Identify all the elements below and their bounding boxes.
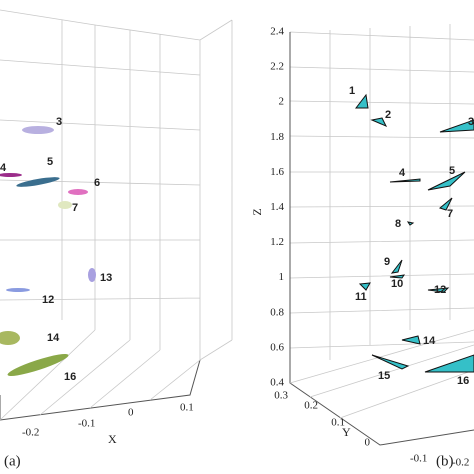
z-tick: 1.6 (270, 166, 284, 178)
z-tick: 2.2 (270, 61, 284, 73)
cluster (6, 288, 30, 292)
x-tick: -0.2 (452, 457, 469, 469)
cluster (22, 126, 54, 134)
point-label: 2 (385, 109, 391, 121)
point-label: 3 (468, 116, 474, 128)
y-tick: 0.1 (331, 417, 345, 429)
cluster (88, 268, 96, 282)
cluster (16, 177, 60, 187)
cluster (390, 259, 403, 274)
point-label: 16 (64, 371, 76, 383)
point-label: 7 (447, 208, 453, 220)
point-label: 4 (399, 167, 406, 179)
panel-b-labels: 1 2 3 4 5 7 8 9 10 11 12 14 15 16 (349, 85, 474, 387)
point-label: 14 (47, 332, 60, 344)
point-label: 10 (391, 278, 403, 290)
z-tick: 2 (279, 96, 285, 108)
panel-label: (a) (4, 453, 21, 469)
point-label: 8 (395, 218, 401, 230)
cluster (389, 274, 406, 279)
point-label: 11 (355, 291, 367, 303)
y-tick: 0 (365, 437, 371, 449)
z-tick: 2.4 (270, 26, 284, 38)
cluster (7, 354, 69, 376)
panel-b-marks (354, 93, 474, 373)
cluster (0, 331, 20, 345)
x-tick: 0 (128, 407, 134, 419)
point-label: 5 (47, 156, 53, 168)
z-tick: 1 (279, 271, 285, 283)
cluster (389, 178, 421, 183)
x-tick: -0.2 (22, 427, 39, 439)
point-label: 13 (100, 272, 112, 284)
point-label: 4 (0, 162, 7, 174)
z-tick: 1.2 (270, 236, 284, 248)
cluster (371, 354, 410, 370)
z-ticks: 2.4 2.2 2 1.8 1.6 1.4 1.2 1 0.8 0.6 0.4 (270, 26, 284, 389)
cluster (439, 119, 474, 133)
panel-label: (b) (436, 453, 454, 469)
point-label: 14 (423, 335, 436, 347)
point-label: 7 (72, 202, 78, 214)
cluster (401, 335, 421, 345)
x-tick: -0.1 (410, 453, 427, 465)
cluster (358, 282, 371, 291)
cluster (438, 197, 453, 211)
cluster (354, 93, 369, 109)
z-tick: 1.8 (270, 131, 284, 143)
point-label: 5 (449, 165, 455, 177)
point-label: 12 (42, 294, 54, 306)
cluster (406, 221, 415, 226)
point-label: 16 (457, 375, 469, 387)
panel-a-grid (0, 9, 233, 421)
x-tick: 0.1 (180, 402, 194, 414)
cluster (424, 354, 474, 373)
cluster (58, 201, 72, 209)
y-tick: 0.3 (274, 390, 288, 402)
point-label: 1 (349, 85, 355, 97)
x-tick: -0.1 (78, 418, 95, 430)
panel-b-axes: 0.3 0.2 0.1 0 -0.1 -0.2 Y Z (b) (250, 208, 470, 469)
y-axis-label: Y (342, 425, 351, 439)
panel-b-grid (289, 24, 474, 446)
z-tick: 0.4 (270, 377, 284, 389)
x-axis-label: X (108, 432, 117, 446)
z-axis-label: Z (250, 208, 264, 215)
z-tick: 1.4 (270, 201, 284, 213)
point-label: 3 (56, 116, 62, 128)
point-label: 12 (434, 284, 446, 296)
cluster (370, 117, 388, 127)
y-tick: 0.2 (304, 400, 318, 412)
panel-a-marks (0, 126, 96, 376)
point-label: 6 (94, 177, 100, 189)
cluster (68, 189, 88, 195)
panel-a-labels: 3 4 5 6 7 12 13 14 16 -0.2 -0.1 0 0.1 X … (0, 116, 194, 470)
cluster (427, 171, 466, 191)
point-label: 9 (384, 256, 390, 268)
cluster (0, 173, 22, 177)
cluster (427, 287, 450, 293)
z-tick: 0.8 (270, 306, 284, 318)
z-tick: 0.6 (270, 341, 284, 353)
point-label: 15 (378, 370, 390, 382)
